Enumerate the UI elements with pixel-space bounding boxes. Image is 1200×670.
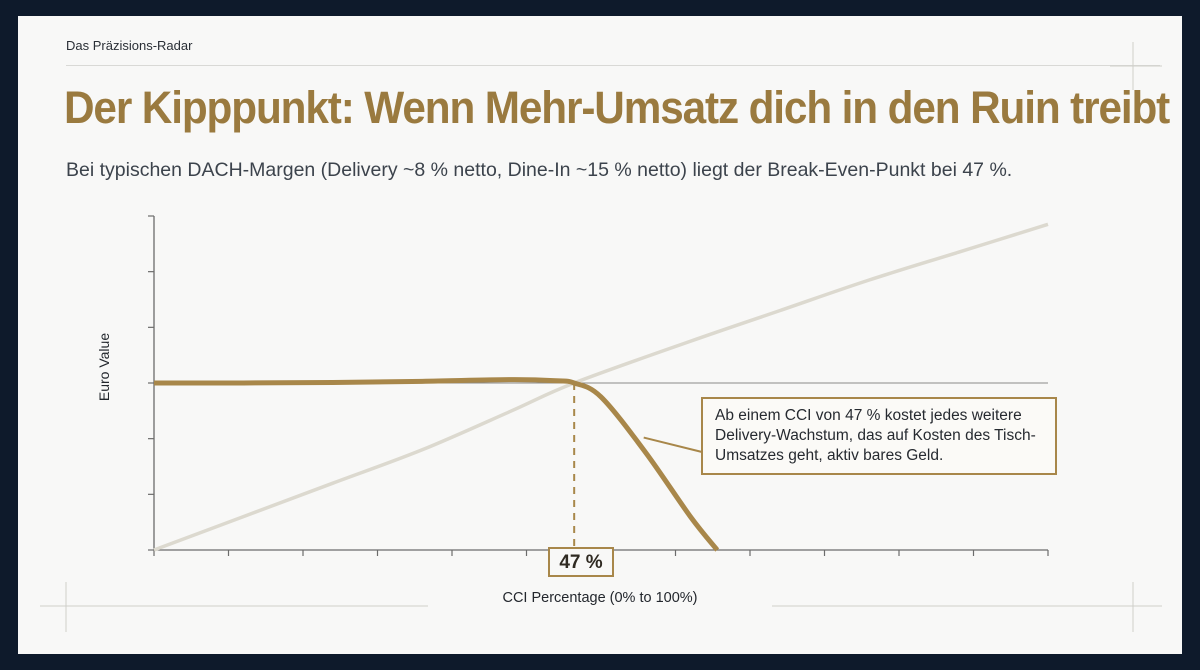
x-axis-label: CCI Percentage (0% to 100%) [502, 590, 698, 606]
series-group [153, 222, 1049, 552]
corner-marks [40, 42, 1162, 632]
breakeven-marker-label: 47 % [548, 547, 614, 577]
slide-subtitle: Bei typischen DACH-Margen (Delivery ~8 %… [66, 159, 1013, 181]
series-line-revenue [153, 222, 1049, 552]
series-line-profit [153, 377, 720, 552]
brand-label: Das Präzisions-Radar [66, 38, 193, 53]
annotation-callout: Ab einem CCI von 47 % kostet jedes weite… [701, 397, 1057, 475]
y-axis-label-text: Euro Value [96, 332, 112, 402]
slide-title: Der Kipppunkt: Wenn Mehr-Umsatz dich in … [64, 82, 1170, 133]
top-divider [66, 65, 1160, 66]
callout-connector [643, 436, 703, 453]
